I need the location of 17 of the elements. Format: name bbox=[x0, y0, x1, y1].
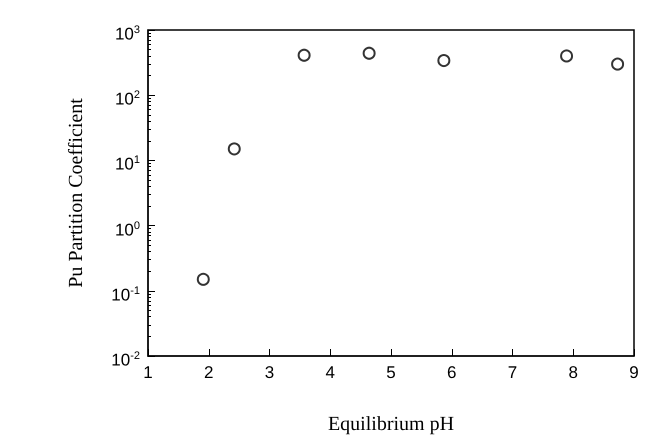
x-tick-label: 8 bbox=[568, 363, 578, 382]
x-tick-label: 3 bbox=[264, 363, 274, 382]
x-tick-label: 1 bbox=[143, 363, 153, 382]
x-tick-label: 5 bbox=[386, 363, 396, 382]
y-tick-label: 10$^{3}$ bbox=[114, 23, 140, 46]
y-tick-label: 10$^{-1}$ bbox=[111, 284, 140, 306]
y-axis-title: Pu Partition Coefficient bbox=[65, 98, 87, 288]
y-tick-label: 10$^{-2}$ bbox=[111, 349, 140, 372]
x-tick-label: 7 bbox=[508, 363, 518, 382]
y-tick-label: 10$^{2}$ bbox=[114, 88, 140, 111]
x-tick-label: 6 bbox=[447, 363, 456, 382]
x-tick-label: 4 bbox=[326, 363, 335, 382]
x-tick-label: 9 bbox=[629, 363, 639, 382]
x-axis-title: Equilibrium pH bbox=[328, 413, 454, 435]
y-tick-label: 10$^{0}$ bbox=[114, 218, 140, 242]
y-tick-label: 10$^{1}$ bbox=[114, 153, 140, 176]
x-tick-label: 2 bbox=[204, 363, 214, 382]
